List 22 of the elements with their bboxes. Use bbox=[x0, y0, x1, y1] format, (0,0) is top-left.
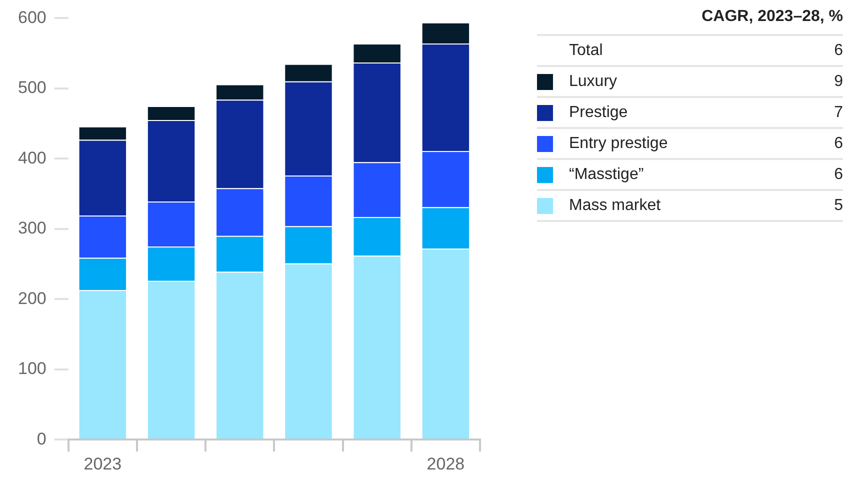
text: 9 bbox=[834, 72, 843, 90]
legend-label: Entry prestige bbox=[569, 134, 669, 152]
y-tick-label: 400 bbox=[18, 148, 46, 168]
y-tick-label: 100 bbox=[18, 359, 46, 378]
legend-label: Mass market bbox=[569, 196, 662, 214]
text: 7 bbox=[834, 104, 843, 122]
y-tick-label: 300 bbox=[18, 218, 46, 238]
y-tick-label: 600 bbox=[18, 8, 46, 27]
text: Total bbox=[569, 42, 604, 60]
text: 6 bbox=[834, 42, 843, 60]
legend-label: Prestige bbox=[569, 104, 629, 122]
y-tick-label: 0 bbox=[36, 429, 46, 448]
text: 6 bbox=[834, 166, 843, 184]
legend-label: “Masstige” bbox=[569, 166, 645, 184]
text: 6 bbox=[834, 134, 843, 152]
y-tick-label: 200 bbox=[18, 288, 46, 308]
x-tick-label: 2023 bbox=[84, 454, 122, 474]
text: 5 bbox=[834, 196, 843, 214]
legend-title: CAGR, 2023–28, % bbox=[537, 8, 843, 36]
y-tick-label: 500 bbox=[18, 78, 46, 98]
legend-label: Luxury bbox=[569, 72, 618, 90]
x-tick-label: 2028 bbox=[426, 454, 465, 474]
